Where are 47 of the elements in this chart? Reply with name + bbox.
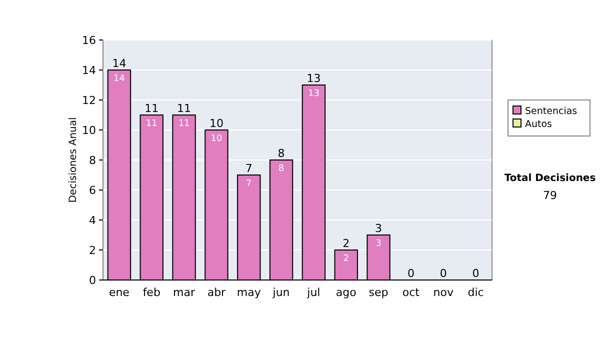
x-tick-label: sep [368,286,388,299]
data-label: 10 [210,134,222,144]
x-tick-label: feb [142,286,160,299]
legend-label: Autos [525,119,552,130]
x-tick-label: ago [336,286,357,299]
x-tick-label: jun [272,286,290,299]
total-label: 11 [177,102,192,115]
data-label: 8 [278,164,284,174]
data-label: 2 [343,254,349,264]
x-tick-label: dic [468,286,484,299]
x-tick-label: mar [173,286,196,299]
total-label: 3 [375,222,382,235]
x-tick-label: ene [108,286,130,299]
total-label: 0 [440,267,447,280]
x-tick-label: may [236,286,262,299]
y-tick-label: 6 [89,184,96,197]
y-tick-label: 4 [89,214,96,227]
y-tick-label: 14 [82,64,96,77]
total-label: 7 [245,162,252,175]
total-label: 0 [472,267,480,280]
text: 79 [543,189,557,202]
data-label: 3 [376,239,382,249]
data-label: 14 [113,74,126,84]
y-tick-label: 10 [82,124,96,137]
x-tick-label: oct [402,286,420,299]
y-tick-label: 2 [89,244,96,257]
x-tick-label: jul [306,286,320,299]
y-tick-label: 16 [82,34,96,47]
x-tick-label: abr [207,286,226,299]
data-label: 11 [178,119,190,129]
total-label: 14 [112,57,126,70]
total-label: 0 [407,267,414,280]
total-label: 10 [209,117,224,130]
y-tick-label: 8 [89,154,96,167]
x-tick-label: nov [433,286,454,299]
total-label: 2 [342,237,350,250]
legend-label: Sentencias [525,106,578,117]
data-label: 7 [246,179,252,189]
text: Total Decisiones [504,173,596,184]
total-label: 8 [278,147,285,160]
total-label: 11 [144,102,159,115]
data-label: 13 [308,89,320,99]
data-label: 11 [146,119,158,129]
y-tick-label: 12 [82,94,96,107]
total-label: 13 [306,72,321,85]
y-axis-title: Decisiones Anual [68,117,79,203]
y-tick-label: 0 [89,274,96,287]
